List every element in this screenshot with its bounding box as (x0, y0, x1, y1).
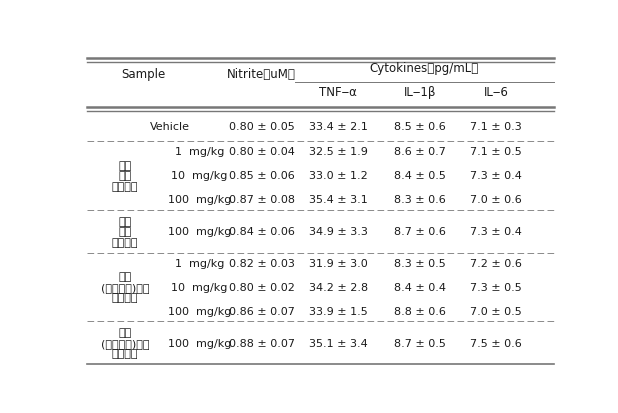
Text: 32.5 ± 1.9: 32.5 ± 1.9 (309, 147, 368, 157)
Text: 참깨: 참깨 (119, 161, 132, 171)
Text: 0.87 ± 0.08: 0.87 ± 0.08 (229, 195, 295, 205)
Text: 참깨: 참깨 (119, 328, 132, 337)
Text: 0.80 ± 0.05: 0.80 ± 0.05 (229, 122, 295, 132)
Text: 33.4 ± 2.1: 33.4 ± 2.1 (309, 122, 368, 132)
Text: 0.86 ± 0.07: 0.86 ± 0.07 (229, 306, 295, 316)
Text: 7.3 ± 0.4: 7.3 ± 0.4 (470, 171, 522, 181)
Text: 7.1 ± 0.5: 7.1 ± 0.5 (470, 147, 522, 157)
Text: 8.4 ± 0.4: 8.4 ± 0.4 (394, 282, 446, 292)
Text: 35.4 ± 3.1: 35.4 ± 3.1 (309, 195, 368, 205)
Text: 7.5 ± 0.6: 7.5 ± 0.6 (470, 338, 522, 348)
Text: 7.0 ± 0.6: 7.0 ± 0.6 (470, 195, 522, 205)
Text: IL‒6: IL‒6 (484, 86, 509, 99)
Text: 1  mg/kg: 1 mg/kg (175, 259, 224, 268)
Text: 참깨: 참깨 (119, 272, 132, 282)
Text: 8.4 ± 0.5: 8.4 ± 0.5 (394, 171, 446, 181)
Text: 31.9 ± 3.0: 31.9 ± 3.0 (309, 259, 368, 268)
Text: 8.8 ± 0.6: 8.8 ± 0.6 (394, 306, 446, 316)
Text: 10  mg/kg: 10 mg/kg (171, 171, 227, 181)
Text: Nitrite（uM）: Nitrite（uM） (227, 68, 296, 81)
Text: 35.1 ± 3.4: 35.1 ± 3.4 (309, 338, 368, 348)
Text: 8.3 ± 0.5: 8.3 ± 0.5 (394, 259, 446, 268)
Text: 8.7 ± 0.5: 8.7 ± 0.5 (394, 338, 446, 348)
Text: 100  mg/kg: 100 mg/kg (167, 306, 231, 316)
Text: 100  mg/kg: 100 mg/kg (167, 338, 231, 348)
Text: (생물전환)산물: (생물전환)산물 (101, 338, 150, 348)
Text: 복강투여: 복강투여 (112, 349, 138, 358)
Text: 식이투여: 식이투여 (112, 293, 138, 303)
Text: 8.5 ± 0.6: 8.5 ± 0.6 (394, 122, 446, 132)
Text: TNF‒α: TNF‒α (320, 86, 357, 99)
Text: Sample: Sample (121, 68, 165, 81)
Text: IL‒1β: IL‒1β (404, 86, 436, 99)
Text: 7.3 ± 0.4: 7.3 ± 0.4 (470, 227, 522, 237)
Text: 100  mg/kg: 100 mg/kg (167, 227, 231, 237)
Text: 식이투여: 식이투여 (112, 181, 138, 192)
Text: 0.88 ± 0.07: 0.88 ± 0.07 (229, 338, 295, 348)
Text: 1  mg/kg: 1 mg/kg (175, 147, 224, 157)
Text: 0.80 ± 0.02: 0.80 ± 0.02 (229, 282, 295, 292)
Text: 복강투여: 복강투여 (112, 237, 138, 247)
Text: 33.9 ± 1.5: 33.9 ± 1.5 (309, 306, 368, 316)
Text: 0.84 ± 0.06: 0.84 ± 0.06 (229, 227, 295, 237)
Text: 7.0 ± 0.5: 7.0 ± 0.5 (470, 306, 522, 316)
Text: 참깨: 참깨 (119, 216, 132, 226)
Text: 7.3 ± 0.5: 7.3 ± 0.5 (470, 282, 522, 292)
Text: 0.82 ± 0.03: 0.82 ± 0.03 (229, 259, 295, 268)
Text: 8.7 ± 0.6: 8.7 ± 0.6 (394, 227, 446, 237)
Text: 100  mg/kg: 100 mg/kg (167, 195, 231, 205)
Text: 원물: 원물 (119, 171, 132, 181)
Text: 33.0 ± 1.2: 33.0 ± 1.2 (309, 171, 368, 181)
Text: 8.3 ± 0.6: 8.3 ± 0.6 (394, 195, 446, 205)
Text: 34.9 ± 3.3: 34.9 ± 3.3 (309, 227, 368, 237)
Text: 0.85 ± 0.06: 0.85 ± 0.06 (229, 171, 295, 181)
Text: 7.2 ± 0.6: 7.2 ± 0.6 (470, 259, 522, 268)
Text: (생물전환)산물: (생물전환)산물 (101, 282, 150, 292)
Text: 0.80 ± 0.04: 0.80 ± 0.04 (229, 147, 295, 157)
Text: 8.6 ± 0.7: 8.6 ± 0.7 (394, 147, 446, 157)
Text: Cytokines（pg/mL）: Cytokines（pg/mL） (370, 62, 479, 74)
Text: 10  mg/kg: 10 mg/kg (171, 282, 227, 292)
Text: 34.2 ± 2.8: 34.2 ± 2.8 (309, 282, 368, 292)
Text: 7.1 ± 0.3: 7.1 ± 0.3 (470, 122, 522, 132)
Text: Vehicle: Vehicle (150, 122, 190, 132)
Text: 원물: 원물 (119, 227, 132, 237)
